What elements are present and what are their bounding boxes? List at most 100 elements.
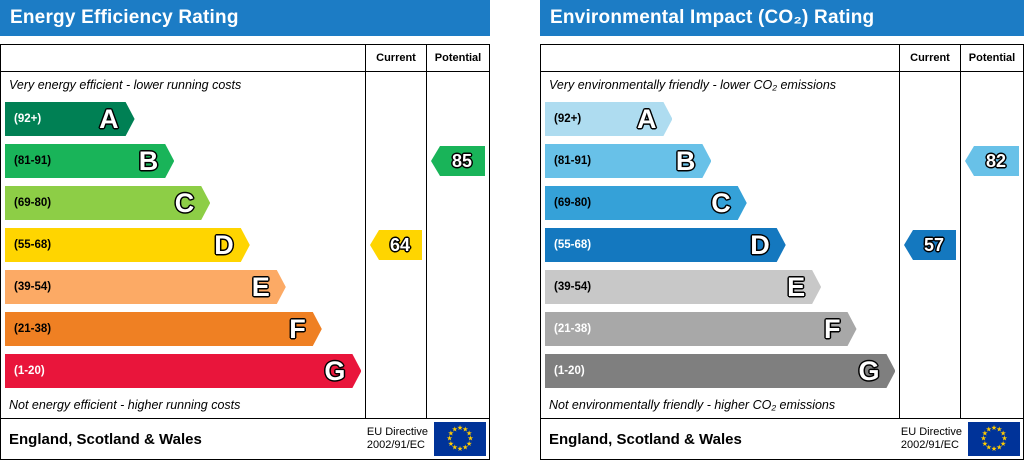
current-column: 57 xyxy=(899,72,960,418)
rating-chart: Current Potential Very environmentally f… xyxy=(540,44,1024,460)
svg-text:★: ★ xyxy=(448,440,454,448)
band-letter: G xyxy=(324,355,346,386)
band-row: (69-80) C xyxy=(1,182,365,224)
band-bar-g: (1-20) G xyxy=(545,354,895,388)
column-header-spacer xyxy=(541,45,899,71)
current-rating-marker: 64 xyxy=(370,230,422,260)
band-bar-f: (21-38) F xyxy=(5,312,322,346)
bottom-caption: Not energy efficient - higher running co… xyxy=(9,398,241,412)
potential-rating-marker: 82 xyxy=(965,146,1019,176)
footer-region-label: England, Scotland & Wales xyxy=(9,430,202,448)
column-header-spacer xyxy=(1,45,365,71)
band-range-label: (1-20) xyxy=(14,365,45,377)
svg-text:★: ★ xyxy=(982,440,988,448)
band-range-label: (69-80) xyxy=(14,197,52,209)
current-column-header: Current xyxy=(365,45,426,71)
band-bar-e: (39-54) E xyxy=(545,270,821,304)
bands-area: Very energy efficient - lower running co… xyxy=(1,72,365,418)
current-rating-marker: 57 xyxy=(904,230,956,260)
band-range-label: (81-91) xyxy=(14,155,52,167)
potential-column: 82 xyxy=(960,72,1023,418)
svg-text:★: ★ xyxy=(991,445,997,453)
svg-text:★: ★ xyxy=(452,444,458,452)
band-letter: B xyxy=(138,145,159,176)
band-bar-d: (55-68) D xyxy=(545,228,786,262)
band-row: (92+) A xyxy=(541,98,899,140)
chart-footer: England, Scotland & Wales EU Directive 2… xyxy=(541,418,1023,459)
potential-column: 85 xyxy=(426,72,489,418)
band-letter: F xyxy=(824,313,841,344)
band-bar-c: (69-80) C xyxy=(545,186,747,220)
svg-text:★: ★ xyxy=(1000,429,1006,437)
svg-text:★: ★ xyxy=(467,435,473,443)
svg-text:★: ★ xyxy=(1000,440,1006,448)
band-letter: D xyxy=(214,229,234,260)
band-letter: E xyxy=(787,271,806,302)
eu-directive-line1: EU Directive xyxy=(366,425,428,438)
potential-column-header: Potential xyxy=(960,45,1023,71)
panel-title-bar: Energy Efficiency Rating xyxy=(0,0,490,36)
band-range-label: (55-68) xyxy=(554,239,592,251)
svg-text:★: ★ xyxy=(986,425,992,433)
chart-body: Very energy efficient - lower running co… xyxy=(1,72,489,418)
panel-title: Environmental Impact (CO₂) Rating xyxy=(550,7,875,28)
svg-text:★: ★ xyxy=(996,444,1002,452)
panel-title: Energy Efficiency Rating xyxy=(10,7,239,28)
svg-text:★: ★ xyxy=(452,425,458,433)
svg-text:★: ★ xyxy=(457,424,463,432)
bottom-caption: Not environmentally friendly - higher CO… xyxy=(549,398,836,412)
band-letter: E xyxy=(251,271,270,302)
eu-flag-icon: ★ ★ ★ ★ ★ ★ ★ ★ ★ ★ ★ ★ xyxy=(434,422,486,456)
band-letter: C xyxy=(711,187,731,218)
top-caption: Very environmentally friendly - lower CO… xyxy=(549,78,837,92)
band-bar-c: (69-80) C xyxy=(5,186,210,220)
band-letter: A xyxy=(99,103,119,134)
potential-rating-marker: 85 xyxy=(431,146,485,176)
band-row: (69-80) C xyxy=(541,182,899,224)
band-bar-e: (39-54) E xyxy=(5,270,286,304)
band-range-label: (21-38) xyxy=(554,323,592,335)
eu-directive-label: EU Directive 2002/91/EC xyxy=(901,426,962,452)
band-bar-a: (92+) A xyxy=(5,102,135,136)
band-row: (1-20) G xyxy=(541,350,899,392)
band-range-label: (21-38) xyxy=(14,323,52,335)
column-header-row: Current Potential xyxy=(1,45,489,72)
band-range-label: (39-54) xyxy=(14,281,52,293)
energy-efficiency-panel: Energy Efficiency Rating Current Potenti… xyxy=(0,0,490,460)
band-row: (1-20) G xyxy=(1,350,365,392)
environmental-impact-panel: Environmental Impact (CO₂) Rating Curren… xyxy=(540,0,1024,460)
svg-text:★: ★ xyxy=(448,429,454,437)
svg-text:★: ★ xyxy=(457,445,463,453)
band-range-label: (92+) xyxy=(554,113,582,125)
band-letter: D xyxy=(750,229,770,260)
current-column-header: Current xyxy=(899,45,960,71)
current-column: 64 xyxy=(365,72,426,418)
svg-text:★: ★ xyxy=(446,435,452,443)
band-row: (21-38) F xyxy=(541,308,899,350)
band-range-label: (92+) xyxy=(14,113,42,125)
eu-directive-line2: 2002/91/EC xyxy=(366,439,425,451)
band-bar-g: (1-20) G xyxy=(5,354,361,388)
svg-text:★: ★ xyxy=(1001,435,1007,443)
svg-text:★: ★ xyxy=(980,435,986,443)
svg-text:★: ★ xyxy=(982,429,988,437)
band-row: (81-91) B xyxy=(541,140,899,182)
band-row: (39-54) E xyxy=(1,266,365,308)
top-caption: Very energy efficient - lower running co… xyxy=(9,78,242,92)
bands: (92+) A (81-91) B (69-80) C (55-68) D (39-54) E (2… xyxy=(541,98,899,392)
bands-area: Very environmentally friendly - lower CO… xyxy=(541,72,899,418)
band-range-label: (81-91) xyxy=(554,155,592,167)
svg-text:★: ★ xyxy=(986,444,992,452)
band-row: (55-68) D xyxy=(1,224,365,266)
band-row: (39-54) E xyxy=(541,266,899,308)
band-letter: B xyxy=(675,145,696,176)
eu-directive-label: EU Directive 2002/91/EC xyxy=(367,426,428,452)
bands: (92+) A (81-91) B (69-80) C (55-68) D (39-54) E (2… xyxy=(1,98,365,392)
band-bar-d: (55-68) D xyxy=(5,228,250,262)
rating-chart: Current Potential Very energy efficient … xyxy=(0,44,490,460)
eu-directive-line1: EU Directive xyxy=(900,425,962,438)
panel-title-bar: Environmental Impact (CO₂) Rating xyxy=(540,0,1024,36)
column-header-row: Current Potential xyxy=(541,45,1023,72)
eu-flag-icon: ★ ★ ★ ★ ★ ★ ★ ★ ★ ★ ★ ★ xyxy=(968,422,1020,456)
band-letter: F xyxy=(289,313,306,344)
